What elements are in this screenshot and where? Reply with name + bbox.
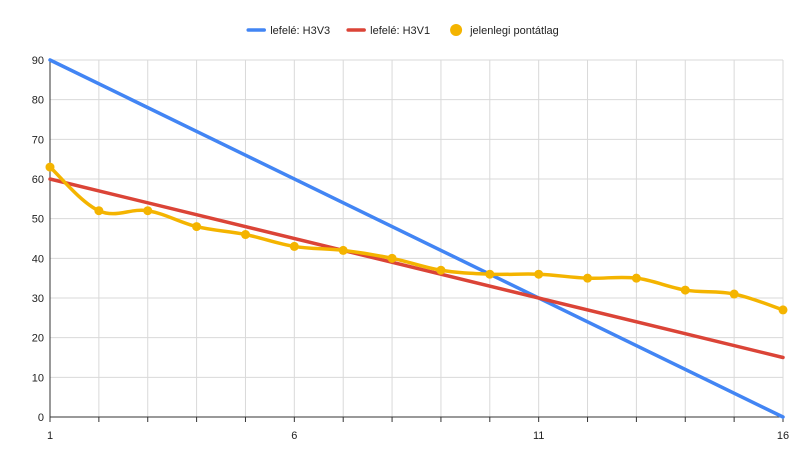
data-point [387, 253, 397, 263]
x-tick-label: 6 [291, 430, 297, 442]
legend: lefelé: H3V3 lefelé: H3V1 jelenlegi pontát… [246, 24, 559, 37]
data-point [289, 241, 299, 251]
legend-label: lefelé: H3V3 [270, 25, 330, 37]
series-1 [48, 58, 785, 419]
legend-item-1[interactable]: lefelé: H3V3 [246, 25, 330, 37]
data-point [631, 273, 641, 283]
legend-label: jelenlegi pontátlag [469, 25, 559, 37]
data-point [485, 269, 495, 279]
y-tick-label: 80 [32, 95, 44, 107]
data-point [680, 285, 690, 295]
y-tick-label: 20 [32, 333, 44, 345]
data-point [338, 245, 348, 255]
series-2 [48, 177, 785, 360]
legend-dot-marker [450, 24, 463, 36]
y-tick-label: 50 [32, 214, 44, 226]
series-3 [45, 162, 788, 315]
legend-label: lefelé: H3V1 [370, 25, 430, 37]
x-tick-label: 1 [47, 430, 53, 442]
y-tick-label: 60 [32, 174, 44, 186]
data-point [192, 222, 202, 232]
data-point [45, 162, 55, 172]
legend-item-3[interactable]: jelenlegi pontátlag [450, 24, 559, 37]
data-point [143, 206, 153, 216]
series-line [48, 165, 785, 312]
series-line [48, 58, 785, 419]
y-tick-label: 70 [32, 134, 44, 146]
x-tick-label: 11 [533, 430, 544, 442]
axes [49, 60, 784, 422]
data-point [729, 289, 739, 299]
data-point [94, 206, 104, 216]
series-line [48, 177, 785, 360]
y-tick-label: 90 [32, 55, 44, 67]
data-point [778, 305, 788, 315]
series-layer [45, 58, 788, 419]
y-tick-label: 30 [32, 293, 44, 305]
data-point [583, 273, 593, 283]
y-tick-label: 10 [32, 372, 44, 384]
x-tick-label: 16 [777, 430, 789, 442]
data-point [436, 265, 446, 275]
y-tick-label: 40 [32, 253, 44, 265]
legend-item-2[interactable]: lefelé: H3V1 [346, 25, 430, 37]
data-point [240, 230, 250, 240]
y-tick-label: 0 [38, 412, 44, 424]
data-point [534, 269, 544, 279]
